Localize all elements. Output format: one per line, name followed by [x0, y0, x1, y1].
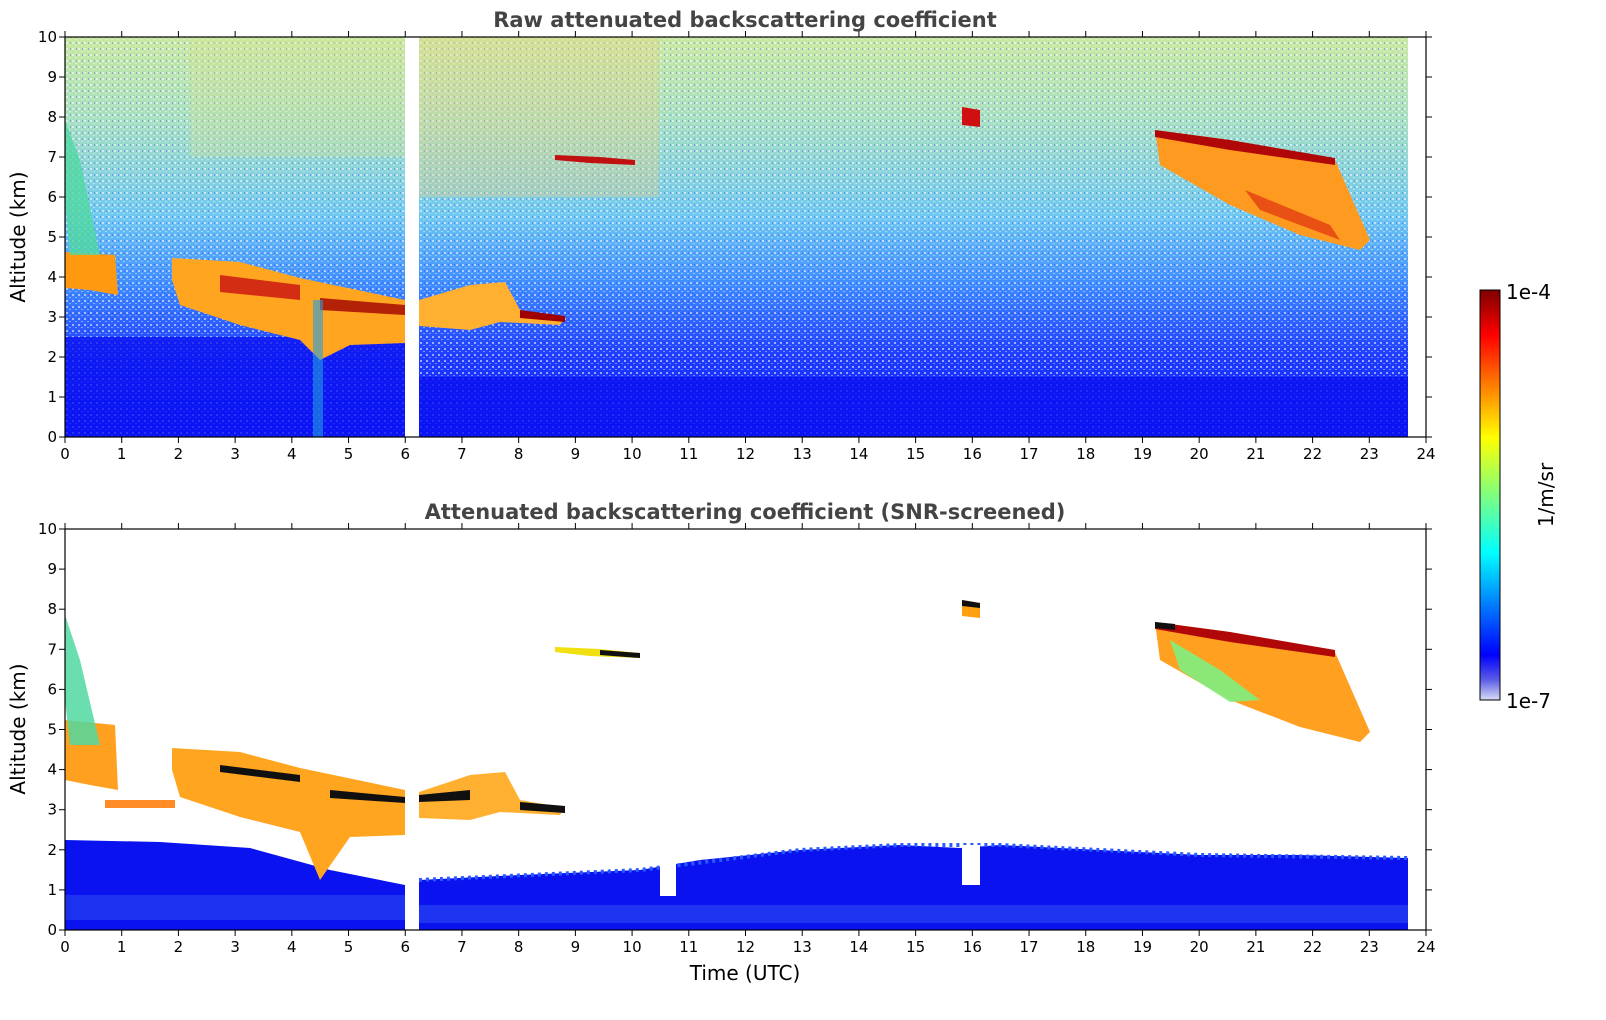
y-ticks-raw: 0 1 2 3 4 5 6 7 8 9 10 — [38, 28, 1432, 446]
y-tick-label: 7 — [47, 148, 57, 166]
cloud-snr-2 — [172, 748, 405, 880]
x-tick-label: 0 — [60, 938, 70, 956]
y-tick-label: 1 — [47, 388, 57, 406]
x-tick-label: 22 — [1303, 445, 1322, 463]
x-tick-label: 8 — [514, 445, 524, 463]
x-tick-label: 13 — [793, 938, 812, 956]
x-tick-label: 24 — [1416, 445, 1435, 463]
layer-raw-thin — [555, 155, 635, 165]
x-tick-label: 1 — [117, 938, 127, 956]
y-tick-label: 8 — [47, 600, 57, 618]
x-axis-label-snr: Time (UTC) — [689, 961, 801, 985]
y-tick-label: 5 — [47, 721, 57, 739]
x-tick-label: 17 — [1019, 445, 1038, 463]
x-tick-label: 5 — [344, 445, 354, 463]
x-ticks-raw: 0 1 2 3 4 5 6 7 8 9 10 11 12 13 14 15 16 17 18 19 20 21 22 23 24 — [60, 31, 1436, 463]
y-axis-label-raw: Altitude (km) — [6, 171, 30, 302]
x-tick-label: 18 — [1076, 938, 1095, 956]
x-tick-label: 5 — [344, 938, 354, 956]
x-tick-label: 2 — [174, 445, 184, 463]
x-tick-label: 19 — [1133, 445, 1152, 463]
x-tick-label: 10 — [623, 445, 642, 463]
x-tick-label: 4 — [287, 445, 297, 463]
colorbar-gradient — [1479, 289, 1501, 701]
x-tick-label: 3 — [230, 445, 240, 463]
x-tick-label: 20 — [1190, 445, 1209, 463]
y-tick-label: 2 — [47, 348, 57, 366]
x-tick-label: 14 — [849, 445, 868, 463]
x-tick-label: 16 — [963, 445, 982, 463]
x-tick-label: 23 — [1360, 938, 1379, 956]
y-tick-label: 3 — [47, 801, 57, 819]
x-tick-label: 9 — [571, 445, 581, 463]
y-tick-label: 8 — [47, 108, 57, 126]
y-tick-label: 7 — [47, 640, 57, 658]
y-tick-label: 4 — [47, 268, 57, 286]
y-tick-label: 3 — [47, 308, 57, 326]
x-tick-label: 15 — [906, 938, 925, 956]
x-tick-label: 19 — [1133, 938, 1152, 956]
x-tick-label: 7 — [457, 938, 467, 956]
x-tick-label: 20 — [1190, 938, 1209, 956]
cloud-raw-1 — [65, 252, 118, 295]
x-tick-label: 21 — [1246, 938, 1265, 956]
x-tick-label: 11 — [679, 445, 698, 463]
x-tick-label: 17 — [1019, 938, 1038, 956]
chart-title-raw: Raw attenuated backscattering coefficien… — [493, 8, 997, 32]
colorbar-max-label: 1e-4 — [1506, 280, 1551, 304]
x-tick-label: 7 — [457, 445, 467, 463]
x-ticks-snr: 0 1 2 3 4 5 6 7 8 9 10 11 12 13 14 15 16 17 18 19 20 21 22 23 24 — [60, 523, 1436, 956]
y-tick-label: 5 — [47, 228, 57, 246]
x-tick-label: 3 — [230, 938, 240, 956]
y-tick-label: 6 — [47, 680, 57, 698]
y-tick-label: 4 — [47, 761, 57, 779]
x-tick-label: 4 — [287, 938, 297, 956]
colorbar-min-label: 1e-7 — [1506, 689, 1551, 713]
y-tick-label: 9 — [47, 560, 57, 578]
x-tick-label: 24 — [1416, 938, 1435, 956]
y-tick-label: 0 — [47, 428, 57, 446]
x-tick-label: 18 — [1076, 445, 1095, 463]
heatmap-raw — [64, 36, 1427, 438]
x-tick-label: 23 — [1360, 445, 1379, 463]
x-tick-label: 6 — [400, 445, 410, 463]
y-tick-label: 2 — [47, 841, 57, 859]
y-ticks-snr: 0 1 2 3 4 5 6 7 8 9 10 — [38, 520, 1432, 939]
x-tick-label: 2 — [174, 938, 184, 956]
panel-raw: Raw attenuated backscattering coefficien… — [6, 8, 1436, 463]
y-tick-label: 9 — [47, 68, 57, 86]
x-tick-label: 11 — [679, 938, 698, 956]
y-tick-label: 10 — [38, 28, 57, 46]
x-tick-label: 22 — [1303, 938, 1322, 956]
colorbar: 1e-4 1e-7 1/m/sr — [1479, 280, 1558, 713]
x-tick-label: 8 — [514, 938, 524, 956]
x-tick-label: 6 — [400, 938, 410, 956]
x-tick-label: 1 — [117, 445, 127, 463]
y-tick-label: 6 — [47, 188, 57, 206]
x-tick-label: 13 — [793, 445, 812, 463]
y-tick-label: 10 — [38, 520, 57, 538]
y-tick-label: 0 — [47, 921, 57, 939]
panel-snr: Attenuated backscattering coefficient (S… — [6, 500, 1436, 985]
y-tick-label: 1 — [47, 881, 57, 899]
x-tick-label: 0 — [60, 445, 70, 463]
x-tick-label: 21 — [1246, 445, 1265, 463]
chart-title-snr: Attenuated backscattering coefficient (S… — [425, 500, 1066, 524]
x-tick-label: 14 — [849, 938, 868, 956]
cloud-raw-4 — [962, 107, 980, 127]
x-tick-label: 16 — [963, 938, 982, 956]
colorbar-unit-label: 1/m/sr — [1534, 462, 1558, 527]
y-axis-label-snr: Altitude (km) — [6, 663, 30, 794]
x-tick-label: 10 — [623, 938, 642, 956]
x-tick-label: 12 — [736, 445, 755, 463]
x-tick-label: 9 — [571, 938, 581, 956]
x-tick-label: 15 — [906, 445, 925, 463]
x-tick-label: 12 — [736, 938, 755, 956]
heatmap-snr — [64, 528, 1427, 931]
